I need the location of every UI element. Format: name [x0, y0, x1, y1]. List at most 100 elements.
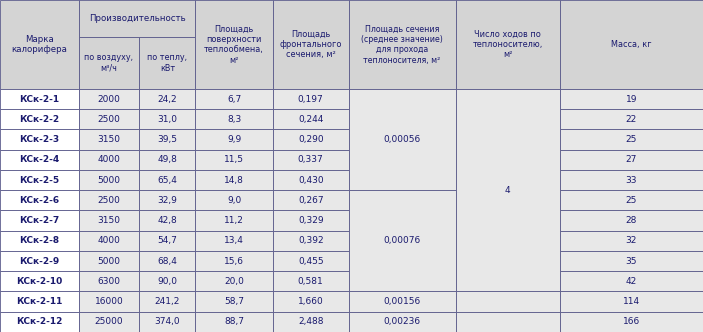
Text: 4: 4 — [505, 186, 510, 195]
Bar — [0, 170, 79, 190]
Bar — [79, 109, 139, 129]
Bar — [0, 0, 79, 89]
Text: 25: 25 — [626, 196, 637, 205]
Bar — [139, 231, 195, 251]
Text: 27: 27 — [626, 155, 637, 164]
Bar — [195, 210, 273, 231]
Text: 25: 25 — [626, 135, 637, 144]
Bar — [349, 0, 456, 89]
Text: КСк-2-12: КСк-2-12 — [16, 317, 63, 326]
Bar — [456, 0, 560, 89]
Bar — [456, 312, 560, 332]
Text: 2000: 2000 — [98, 95, 120, 104]
Text: 28: 28 — [626, 216, 637, 225]
Text: 58,7: 58,7 — [224, 297, 244, 306]
Text: 114: 114 — [623, 297, 640, 306]
Bar — [139, 89, 195, 109]
Text: 88,7: 88,7 — [224, 317, 244, 326]
Bar — [195, 190, 273, 210]
Text: 42,8: 42,8 — [157, 216, 177, 225]
Text: 14,8: 14,8 — [224, 176, 244, 185]
Bar — [195, 129, 273, 150]
Bar — [195, 170, 273, 190]
Bar — [139, 109, 195, 129]
Text: 19: 19 — [626, 95, 637, 104]
Bar — [273, 312, 349, 332]
Text: по воздуху,
м³/ч: по воздуху, м³/ч — [84, 53, 134, 73]
Bar — [349, 190, 456, 291]
Bar — [195, 150, 273, 170]
Text: 8,3: 8,3 — [227, 115, 241, 124]
Text: 33: 33 — [626, 176, 637, 185]
Bar — [273, 129, 349, 150]
Text: 42: 42 — [626, 277, 637, 286]
Bar — [560, 109, 703, 129]
Text: Площадь
фронтального
сечения, м²: Площадь фронтального сечения, м² — [280, 30, 342, 59]
Text: Масса, кг: Масса, кг — [611, 40, 652, 49]
Bar — [139, 312, 195, 332]
Text: 0,267: 0,267 — [298, 196, 323, 205]
Text: 32: 32 — [626, 236, 637, 245]
Text: 0,00056: 0,00056 — [384, 135, 420, 144]
Text: КСк-2-3: КСк-2-3 — [19, 135, 60, 144]
Bar — [195, 109, 273, 129]
Text: КСк-2-2: КСк-2-2 — [19, 115, 60, 124]
Text: 2,488: 2,488 — [298, 317, 323, 326]
Text: КСк-2-10: КСк-2-10 — [16, 277, 63, 286]
Bar — [79, 291, 139, 312]
Bar — [273, 89, 349, 109]
Text: 25000: 25000 — [95, 317, 123, 326]
Bar — [560, 251, 703, 271]
Bar — [79, 210, 139, 231]
Bar — [79, 150, 139, 170]
Bar — [273, 109, 349, 129]
Text: 0,392: 0,392 — [298, 236, 323, 245]
Text: 68,4: 68,4 — [157, 257, 177, 266]
Text: 0,329: 0,329 — [298, 216, 323, 225]
Bar — [139, 129, 195, 150]
Bar — [79, 231, 139, 251]
Bar — [139, 271, 195, 291]
Text: 3150: 3150 — [98, 135, 120, 144]
Text: Марка
калорифера: Марка калорифера — [11, 35, 67, 54]
Text: по теплу,
кВт: по теплу, кВт — [148, 53, 187, 73]
Bar — [273, 150, 349, 170]
Bar — [139, 190, 195, 210]
Bar — [273, 210, 349, 231]
Bar — [79, 251, 139, 271]
Text: 6300: 6300 — [98, 277, 120, 286]
Text: 11,2: 11,2 — [224, 216, 244, 225]
Text: 32,9: 32,9 — [157, 196, 177, 205]
Text: 241,2: 241,2 — [155, 297, 180, 306]
Bar — [79, 0, 195, 38]
Text: 6,7: 6,7 — [227, 95, 241, 104]
Bar — [79, 38, 139, 89]
Bar — [0, 109, 79, 129]
Text: 0,244: 0,244 — [298, 115, 323, 124]
Bar — [0, 89, 79, 109]
Bar — [273, 271, 349, 291]
Bar — [0, 251, 79, 271]
Text: 0,581: 0,581 — [298, 277, 323, 286]
Bar — [195, 231, 273, 251]
Text: КСк-2-8: КСк-2-8 — [19, 236, 60, 245]
Text: 90,0: 90,0 — [157, 277, 177, 286]
Bar — [195, 0, 273, 89]
Bar — [349, 312, 456, 332]
Bar — [273, 231, 349, 251]
Bar — [139, 210, 195, 231]
Bar — [560, 150, 703, 170]
Bar — [0, 190, 79, 210]
Text: 22: 22 — [626, 115, 637, 124]
Bar — [273, 190, 349, 210]
Bar — [560, 210, 703, 231]
Text: 11,5: 11,5 — [224, 155, 244, 164]
Bar — [349, 291, 456, 312]
Bar — [139, 38, 195, 89]
Bar — [560, 0, 703, 89]
Bar — [273, 170, 349, 190]
Text: 0,337: 0,337 — [298, 155, 323, 164]
Text: КСк-2-1: КСк-2-1 — [19, 95, 60, 104]
Text: 0,455: 0,455 — [298, 257, 323, 266]
Bar — [560, 170, 703, 190]
